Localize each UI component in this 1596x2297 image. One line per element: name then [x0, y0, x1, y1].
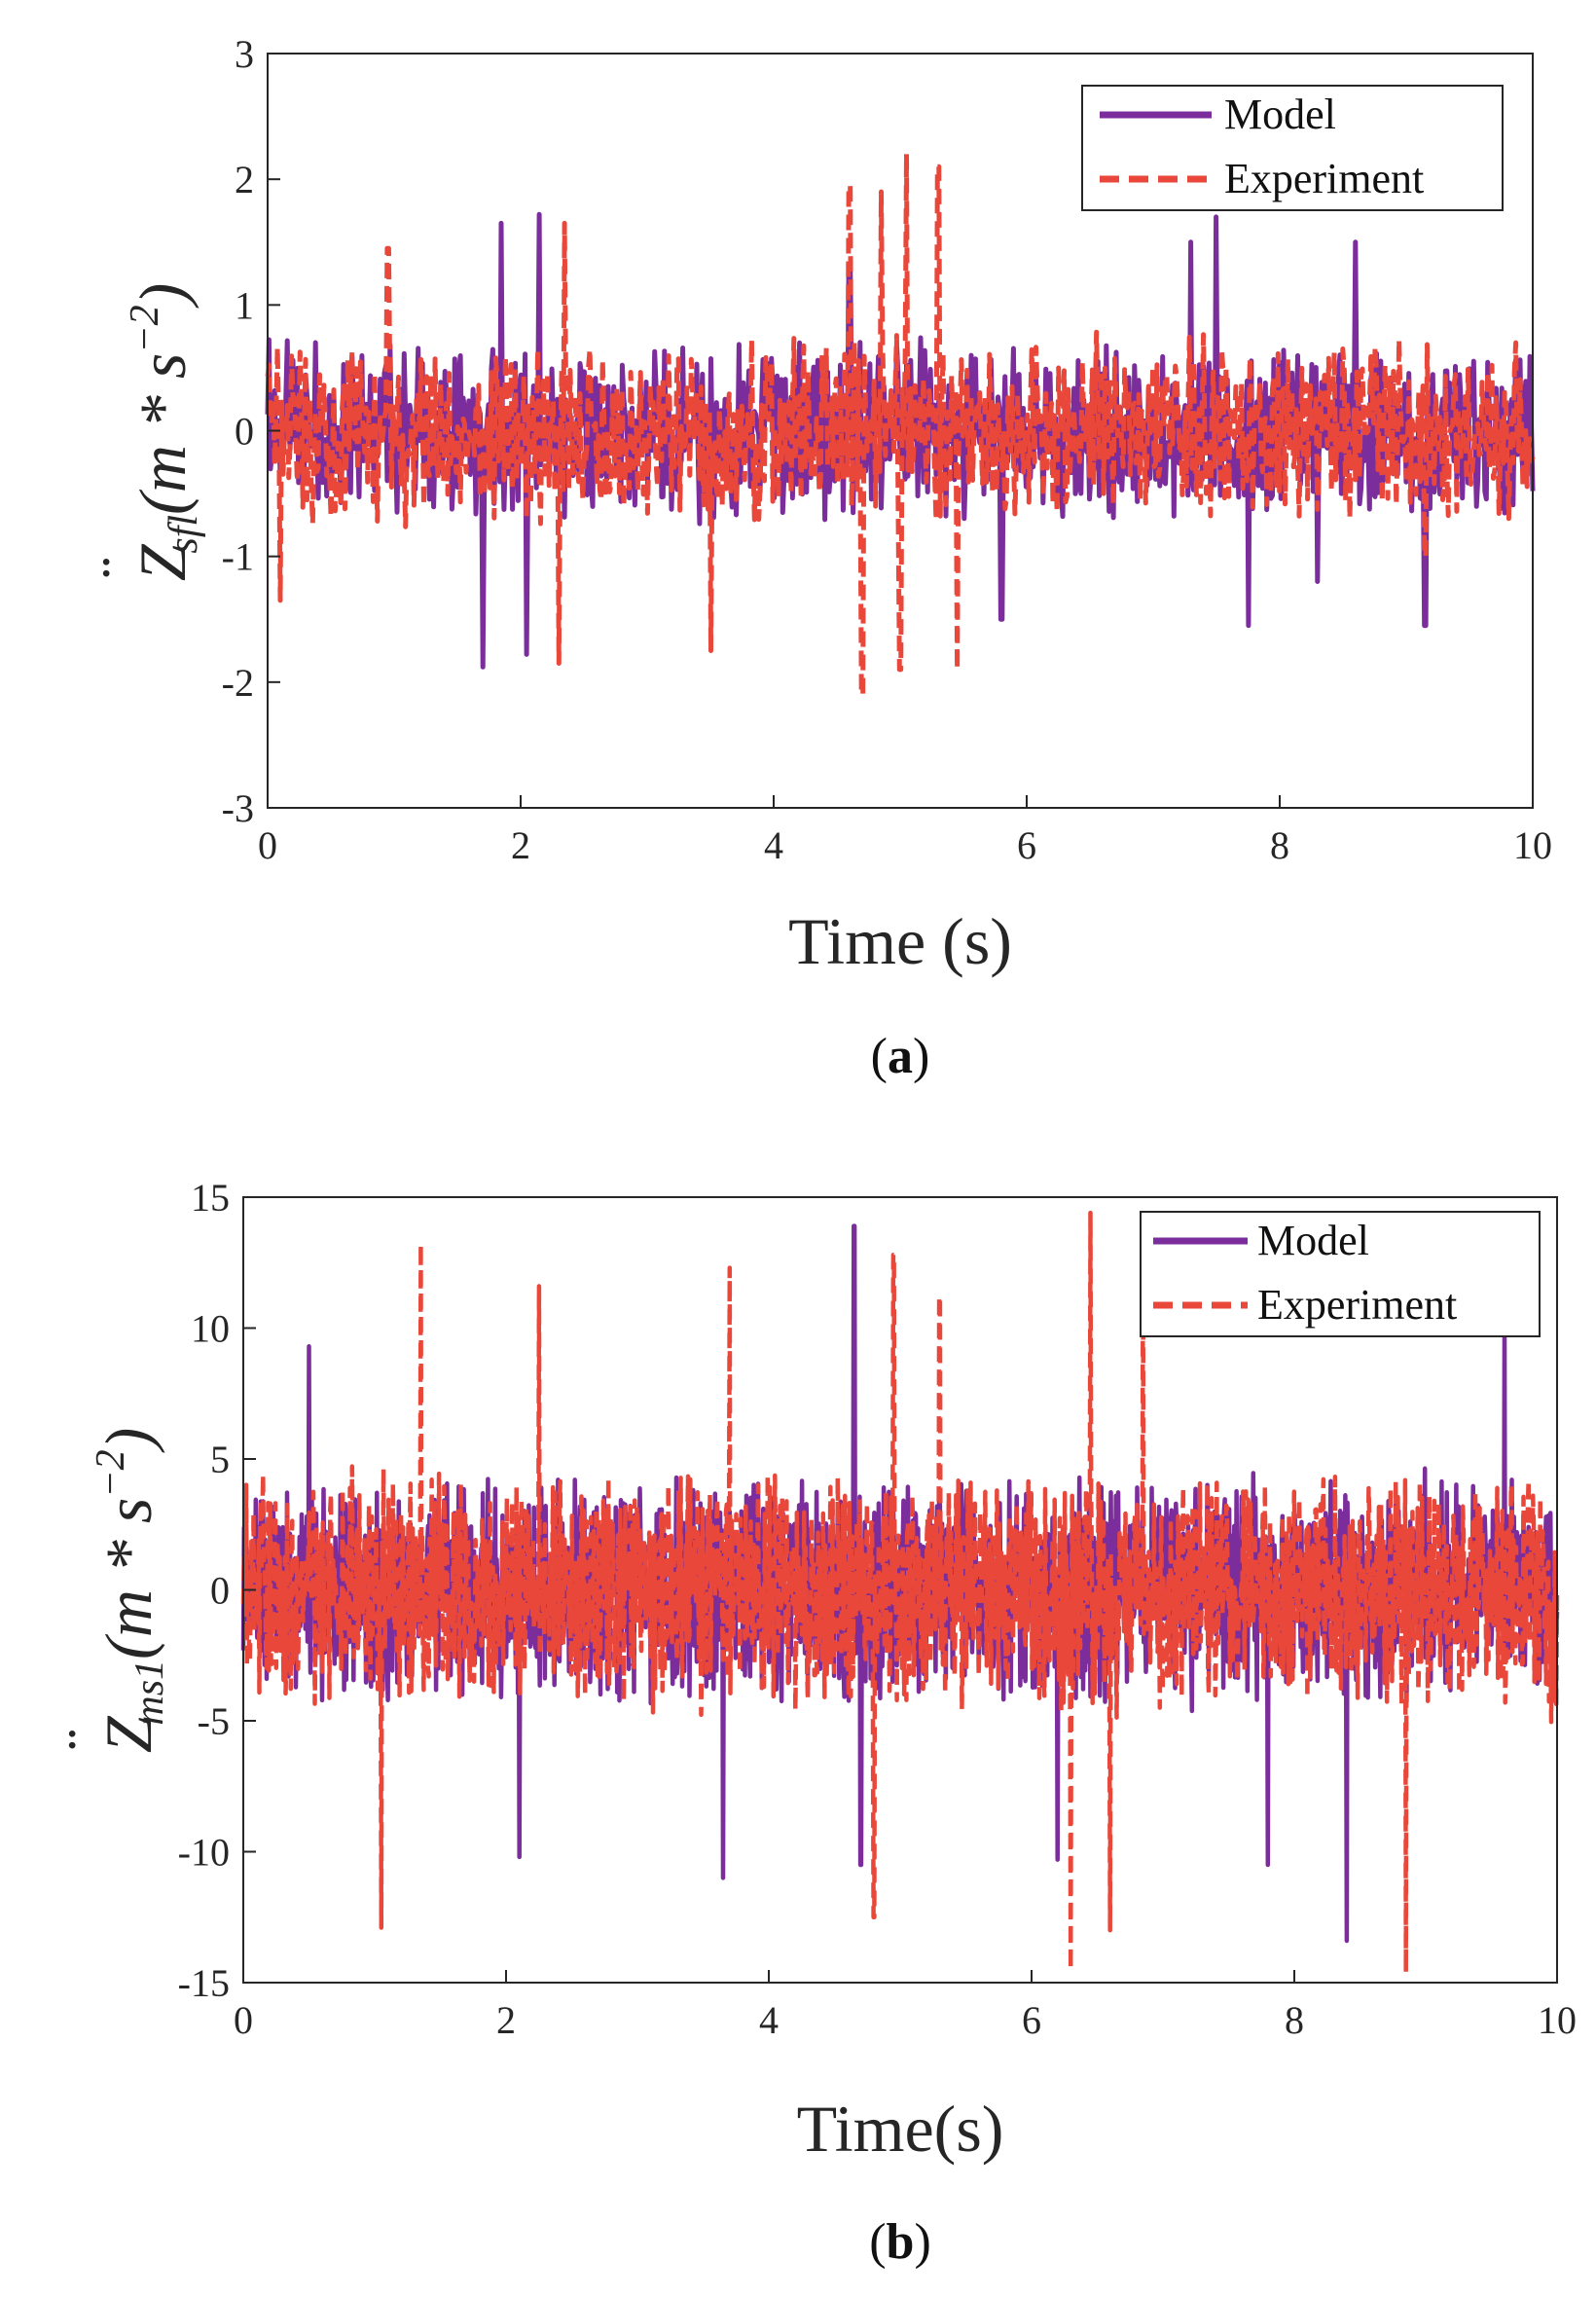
y-tick-label: 1 — [235, 283, 254, 327]
x-tick-label: 2 — [511, 823, 530, 867]
chart-b-ylabel-sub: ms1 — [127, 1659, 172, 1726]
legend-a-experiment-label: Experiment — [1224, 155, 1424, 202]
y-tick-label: 5 — [210, 1438, 230, 1481]
chart-b-ylabel-close: ) — [91, 1428, 165, 1454]
y-tick-label: 2 — [235, 158, 254, 201]
chart-b-tick-layer: 0 2 4 6 8 10 15 10 5 0 -5 -10 -15 — [178, 1176, 1577, 2042]
chart-a-series-layer — [265, 151, 1536, 698]
chart-b-ylabel: Z¨ms1(m * s−2) — [53, 1428, 172, 1756]
svg-text:Z¨ms1(m * s−2): Z¨ms1(m * s−2) — [53, 1428, 172, 1756]
y-tick-label: 10 — [191, 1307, 230, 1351]
x-tick-label: 8 — [1270, 823, 1289, 867]
legend-a-model-label: Model — [1224, 91, 1336, 138]
chart-a-ylabel-dots: ¨ — [87, 558, 161, 583]
y-tick-label: -5 — [198, 1699, 230, 1743]
chart-b-xlabel: Time(s) — [797, 2092, 1004, 2166]
x-tick-label: 10 — [1538, 1998, 1577, 2042]
x-tick-label: 6 — [1017, 823, 1036, 867]
y-tick-label: -15 — [178, 1961, 230, 2005]
chart-b-ylabel-unit: (m * s — [91, 1498, 165, 1659]
series-experiment-line — [240, 1210, 1560, 1975]
chart-a-xlabel: Time (s) — [788, 904, 1012, 978]
chart-b-ylabel-exp: −2 — [89, 1449, 133, 1497]
chart-a-ylabel-exp: −2 — [123, 305, 167, 352]
chart-a-caption: (a) — [871, 1029, 930, 1084]
chart-a-ylabel: Z¨sfl(m * s−2) — [87, 283, 206, 584]
y-tick-label: -1 — [222, 535, 254, 579]
x-tick-label: 0 — [258, 823, 277, 867]
series-experiment-line — [265, 151, 1536, 698]
y-tick-label: -3 — [222, 786, 254, 830]
x-tick-label: 10 — [1513, 823, 1552, 867]
y-tick-label: 0 — [210, 1569, 230, 1613]
y-tick-label: 15 — [191, 1176, 230, 1220]
y-tick-label: 3 — [235, 32, 254, 76]
chart-a-legend: Model Experiment — [1081, 85, 1504, 211]
legend-b-experiment-label: Experiment — [1257, 1281, 1457, 1329]
x-tick-label: 4 — [759, 1998, 779, 2042]
x-tick-label: 4 — [764, 823, 783, 867]
y-tick-label: 0 — [235, 410, 254, 454]
y-tick-label: -2 — [222, 661, 254, 705]
x-tick-label: 6 — [1022, 1998, 1041, 2042]
chart-b-ylabel-main: Z — [91, 1715, 165, 1753]
panel-b: 0 2 4 6 8 10 15 10 5 0 -5 -10 -15 Time(s) Z¨ms1(m * … — [0, 1148, 1596, 2297]
chart-a-ylabel-sub: sfl — [162, 515, 206, 554]
chart-b-series-layer — [240, 1210, 1560, 1975]
chart-b-caption: (b) — [869, 2214, 931, 2270]
panel-a: 0 2 4 6 8 10 3 2 1 0 -1 -2 -3 Time (s) Z¨sfl(m * s−2… — [0, 0, 1596, 1129]
chart-b-legend: Model Experiment — [1140, 1211, 1541, 1337]
x-tick-label: 8 — [1285, 1998, 1304, 2042]
legend-b-model-label: Model — [1257, 1217, 1369, 1264]
chart-b-ylabel-dots: ¨ — [53, 1730, 127, 1755]
x-tick-label: 0 — [234, 1998, 253, 2042]
chart-a-ylabel-close: ) — [126, 283, 200, 310]
svg-text:Z¨sfl(m * s−2): Z¨sfl(m * s−2) — [87, 283, 206, 584]
chart-b-svg: 0 2 4 6 8 10 15 10 5 0 -5 -10 -15 Time(s) Z¨ms1(m * … — [53, 1176, 1577, 2270]
x-tick-label: 2 — [496, 1998, 516, 2042]
y-tick-label: -10 — [178, 1831, 230, 1875]
chart-a-ylabel-unit: (m * s — [126, 353, 200, 515]
chart-a-ylabel-main: Z — [126, 543, 200, 581]
